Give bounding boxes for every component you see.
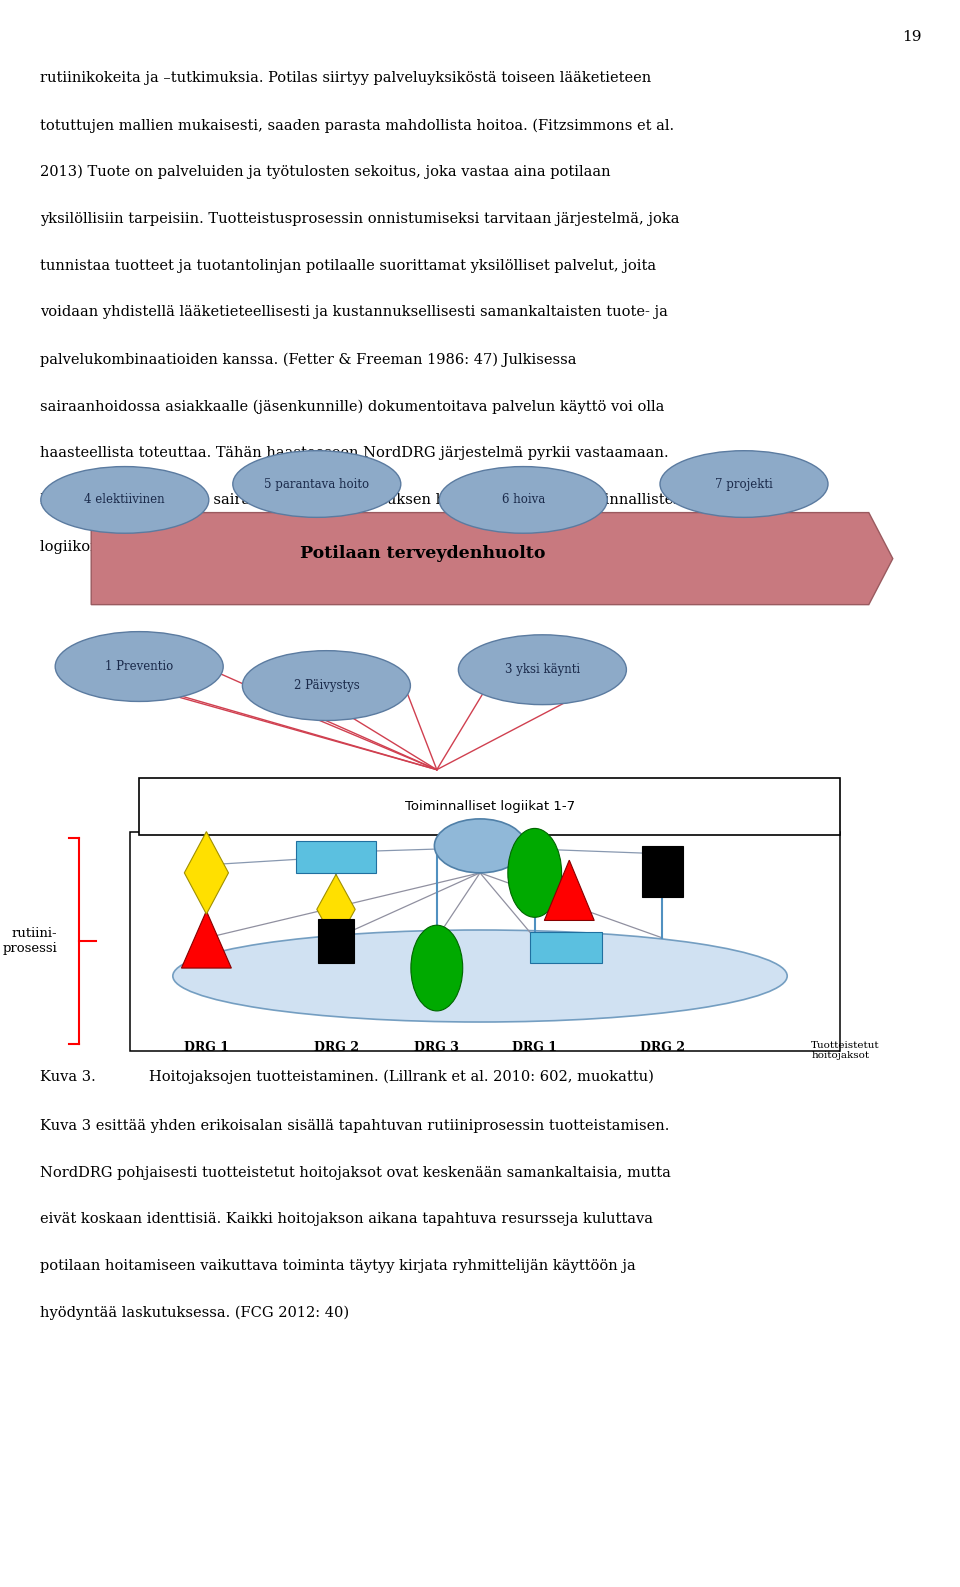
Polygon shape bbox=[544, 860, 594, 920]
Text: 19: 19 bbox=[902, 30, 922, 43]
Text: sairaanhoidossa asiakkaalle (jäsenkunnille) dokumentoitava palvelun käyttö voi o: sairaanhoidossa asiakkaalle (jäsenkunnil… bbox=[40, 398, 664, 414]
Text: Hoitojaksojen tuotteistaminen. (Lillrank et al. 2010: 602, muokattu): Hoitojaksojen tuotteistaminen. (Lillrank… bbox=[149, 1070, 654, 1084]
Text: 2 Päivystys: 2 Päivystys bbox=[294, 679, 359, 692]
Text: 2013) Tuote on palveluiden ja työtulosten sekoitus, joka vastaa aina potilaan: 2013) Tuote on palveluiden ja työtuloste… bbox=[40, 165, 611, 179]
Text: DRG 2: DRG 2 bbox=[314, 1041, 358, 1054]
Text: hyödyntää laskutuksessa. (FCG 2012: 40): hyödyntää laskutuksessa. (FCG 2012: 40) bbox=[40, 1306, 349, 1320]
Text: tunnistaa tuotteet ja tuotantolinjan potilaalle suorittamat yksilölliset palvelu: tunnistaa tuotteet ja tuotantolinjan pot… bbox=[40, 259, 657, 273]
Ellipse shape bbox=[434, 819, 526, 873]
Bar bbox=[530, 932, 602, 963]
Circle shape bbox=[508, 828, 562, 917]
Ellipse shape bbox=[41, 467, 209, 533]
Ellipse shape bbox=[243, 651, 411, 720]
Text: Kuva 3 esittää yhden erikoisalan sisällä tapahtuvan rutiiniprosessin tuotteistam: Kuva 3 esittää yhden erikoisalan sisällä… bbox=[40, 1119, 670, 1133]
Text: 7 projekti: 7 projekti bbox=[715, 478, 773, 490]
Text: Kuva 3 esittää julkisen sairaanhoidon tuotteistuksen haasteita useiden toiminnal: Kuva 3 esittää julkisen sairaanhoidon tu… bbox=[40, 492, 684, 506]
Text: voidaan yhdistellä lääketieteellisesti ja kustannuksellisesti samankaltaisten tu: voidaan yhdistellä lääketieteellisesti j… bbox=[40, 305, 668, 319]
Polygon shape bbox=[317, 874, 355, 944]
Text: haasteellista toteuttaa. Tähän haasteeseen NordDRG järjestelmä pyrkii vastaamaan: haasteellista toteuttaa. Tähän haasteese… bbox=[40, 446, 669, 460]
Ellipse shape bbox=[440, 467, 608, 533]
Bar bbox=[318, 919, 354, 963]
Text: 1 Preventio: 1 Preventio bbox=[105, 660, 174, 673]
Text: DRG 1: DRG 1 bbox=[184, 1041, 228, 1054]
Text: DRG 3: DRG 3 bbox=[415, 1041, 459, 1054]
Polygon shape bbox=[184, 832, 228, 914]
Text: Potilaan terveydenhuolto: Potilaan terveydenhuolto bbox=[300, 546, 545, 562]
Bar bbox=[139, 778, 840, 835]
Text: totuttujen mallien mukaisesti, saaden parasta mahdollista hoitoa. (Fitzsimmons e: totuttujen mallien mukaisesti, saaden pa… bbox=[40, 119, 675, 133]
Text: 5 parantava hoito: 5 parantava hoito bbox=[264, 478, 370, 490]
Text: yksilöllisiin tarpeisiin. Tuotteistusprosessin onnistumiseksi tarvitaan järjeste: yksilöllisiin tarpeisiin. Tuotteistuspro… bbox=[40, 213, 680, 225]
Text: eivät koskaan identtisiä. Kaikki hoitojakson aikana tapahtuva resursseja kulutta: eivät koskaan identtisiä. Kaikki hoitoja… bbox=[40, 1212, 654, 1227]
Text: palvelukombinaatioiden kanssa. (Fetter & Freeman 1986: 47) Julkisessa: palvelukombinaatioiden kanssa. (Fetter &… bbox=[40, 352, 577, 367]
Text: logiikoiden kentässä.: logiikoiden kentässä. bbox=[40, 540, 198, 554]
Text: 3 yksi käynti: 3 yksi käynti bbox=[505, 663, 580, 676]
Text: 4 elektiivinen: 4 elektiivinen bbox=[84, 494, 165, 506]
Text: DRG 1: DRG 1 bbox=[513, 1041, 557, 1054]
Bar bbox=[130, 832, 840, 1051]
Polygon shape bbox=[181, 911, 231, 968]
Ellipse shape bbox=[459, 635, 626, 705]
Ellipse shape bbox=[232, 451, 401, 517]
Ellipse shape bbox=[660, 451, 828, 517]
Text: DRG 2: DRG 2 bbox=[640, 1041, 684, 1054]
Ellipse shape bbox=[173, 930, 787, 1022]
Text: NordDRG pohjaisesti tuotteistetut hoitojaksot ovat keskenään samankaltaisia, mut: NordDRG pohjaisesti tuotteistetut hoitoj… bbox=[40, 1165, 671, 1179]
Bar bbox=[642, 846, 683, 897]
Text: rutiini-
prosessi: rutiini- prosessi bbox=[3, 927, 58, 955]
Text: rutiinikokeita ja –tutkimuksia. Potilas siirtyy palveluyksiköstä toiseen lääketi: rutiinikokeita ja –tutkimuksia. Potilas … bbox=[40, 71, 652, 86]
Text: potilaan hoitamiseen vaikuttava toiminta täytyy kirjata ryhmittelijän käyttöön j: potilaan hoitamiseen vaikuttava toiminta… bbox=[40, 1260, 636, 1273]
Text: 6 hoiva: 6 hoiva bbox=[501, 494, 545, 506]
Text: Kuva 3.: Kuva 3. bbox=[40, 1070, 96, 1084]
Ellipse shape bbox=[55, 632, 223, 701]
Text: Toiminnalliset logiikat 1-7: Toiminnalliset logiikat 1-7 bbox=[404, 800, 575, 813]
Text: Tuotteistetut
hoitojaksot: Tuotteistetut hoitojaksot bbox=[811, 1041, 879, 1060]
Polygon shape bbox=[91, 513, 893, 605]
Bar bbox=[296, 841, 376, 873]
Circle shape bbox=[411, 925, 463, 1011]
